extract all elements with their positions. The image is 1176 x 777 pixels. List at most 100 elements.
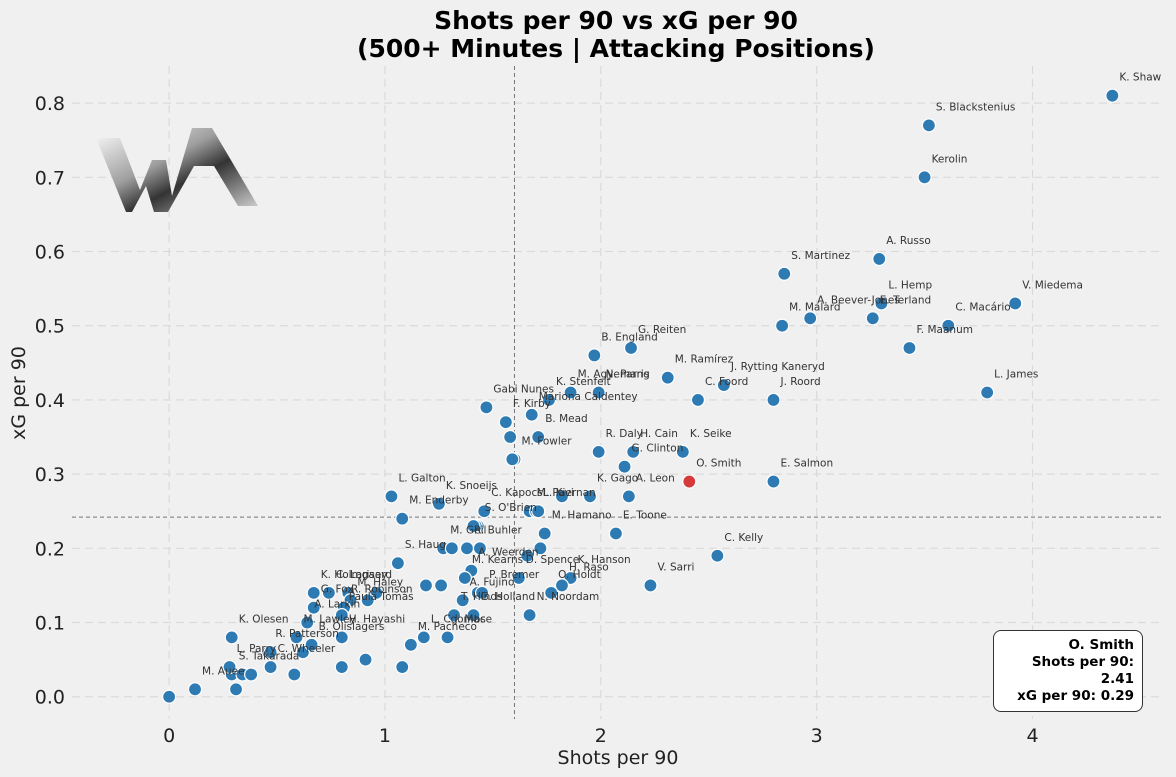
data-point bbox=[472, 541, 488, 556]
data-point bbox=[775, 318, 790, 333]
point-label: L. Hemp bbox=[888, 279, 932, 291]
point-label: C. Wheeler bbox=[278, 643, 336, 655]
data-point bbox=[334, 608, 349, 623]
point-labels: K. Shaw S. Blackstenius Kerolin A. Russo S. … bbox=[202, 72, 1162, 678]
data-point bbox=[459, 541, 475, 556]
y-tick-label: 0.6 bbox=[35, 242, 65, 264]
data-point bbox=[522, 608, 537, 623]
point-label: C. Macário bbox=[955, 302, 1010, 314]
point-label: C. Kelly bbox=[724, 532, 763, 544]
data-point bbox=[466, 518, 481, 534]
data-point bbox=[617, 459, 632, 474]
point-label: G. Clinton bbox=[632, 443, 684, 455]
point-label: G. Fox bbox=[321, 584, 354, 596]
data-point bbox=[1105, 88, 1120, 103]
y-tick-label: 0.1 bbox=[35, 613, 65, 635]
data-point bbox=[675, 444, 690, 459]
data-point bbox=[187, 682, 203, 697]
data-point bbox=[563, 385, 578, 400]
point-label: K. Stenfelt bbox=[556, 376, 611, 388]
data-point bbox=[479, 400, 494, 415]
point-label: C. Larisey bbox=[336, 569, 388, 581]
point-label: K. Gago bbox=[597, 472, 638, 484]
point-label: G. Reiten bbox=[638, 324, 686, 336]
data-point bbox=[300, 615, 315, 630]
data-point bbox=[360, 593, 375, 608]
point-label: S. Takarada bbox=[239, 650, 300, 662]
data-point bbox=[477, 504, 492, 519]
data-point bbox=[457, 570, 472, 586]
point-label: M. Enderby bbox=[409, 495, 468, 507]
point-label: O. Smith bbox=[696, 458, 741, 470]
data-point bbox=[511, 570, 526, 586]
data-point bbox=[980, 385, 995, 400]
point-label: R. Patterson bbox=[275, 628, 338, 640]
point-label: B. Mead bbox=[545, 413, 588, 425]
point-label: D. Spence bbox=[526, 554, 579, 566]
point-label: S. O'Brien bbox=[485, 502, 537, 514]
point-label: R. Daly bbox=[606, 428, 643, 440]
point-label: A. Leon bbox=[636, 472, 675, 484]
data-point bbox=[582, 489, 598, 504]
data-point bbox=[777, 266, 792, 281]
data-point bbox=[433, 578, 449, 593]
data-point bbox=[244, 667, 259, 682]
data-point bbox=[941, 318, 956, 333]
data-point bbox=[917, 170, 932, 185]
data-point bbox=[289, 630, 304, 645]
point-label: B. Olislagers bbox=[319, 621, 385, 633]
data-point bbox=[716, 377, 731, 393]
x-tick-label: 0 bbox=[163, 725, 175, 747]
x-tick-label: 4 bbox=[1026, 725, 1038, 747]
data-point bbox=[660, 370, 675, 385]
data-point bbox=[766, 474, 781, 489]
data-point bbox=[416, 630, 431, 645]
point-label: M. Fowler bbox=[521, 435, 572, 447]
point-label: M. Kearns bbox=[472, 554, 523, 566]
data-point bbox=[384, 489, 399, 504]
point-label: E. Salmon bbox=[780, 458, 833, 470]
data-point bbox=[591, 444, 606, 459]
data-point bbox=[1008, 296, 1023, 311]
point-label: C. Kapocs bbox=[491, 487, 542, 499]
point-label: Mariona Caldentey bbox=[539, 391, 638, 403]
y-tick-label: 0.0 bbox=[35, 687, 65, 709]
data-point bbox=[334, 630, 349, 645]
mean-reference-lines bbox=[72, 66, 1162, 719]
data-point bbox=[455, 593, 470, 608]
point-label: K. Seike bbox=[690, 428, 732, 440]
point-label: L. Coombs bbox=[431, 613, 486, 625]
x-tick-label: 1 bbox=[379, 725, 391, 747]
data-point bbox=[541, 392, 557, 408]
highlight-point bbox=[682, 474, 697, 489]
data-point bbox=[690, 392, 706, 408]
point-label: F. Maanum bbox=[916, 324, 973, 336]
data-point bbox=[390, 556, 406, 571]
info-player-name: O. Smith bbox=[1068, 637, 1135, 653]
x-tick-label: 3 bbox=[811, 725, 823, 747]
data-point bbox=[503, 429, 518, 445]
highlight-info-box: O. Smith Shots per 90: 2.41 xG per 90: 0… bbox=[993, 630, 1143, 712]
y-tick-label: 0.7 bbox=[35, 167, 65, 189]
chart-title-line-2: (500+ Minutes | Attacking Positions) bbox=[357, 34, 875, 63]
data-point bbox=[531, 429, 546, 445]
chart-title-line-1: Shots per 90 vs xG per 90 bbox=[434, 6, 798, 35]
data-point bbox=[623, 340, 639, 356]
data-points bbox=[162, 88, 1120, 704]
x-tick-label: 2 bbox=[595, 725, 607, 747]
point-label: Gabi Nunes bbox=[493, 383, 554, 395]
info-xg: xG per 90: 0.29 bbox=[1017, 688, 1134, 704]
point-label: A. Fujino bbox=[470, 576, 515, 588]
point-label: E. Toone bbox=[623, 509, 667, 521]
data-point bbox=[263, 659, 278, 675]
data-point bbox=[287, 667, 302, 682]
data-point bbox=[587, 348, 602, 363]
data-point bbox=[304, 637, 319, 652]
point-label: F. Kirby bbox=[513, 398, 551, 410]
point-label: L. Galton bbox=[398, 472, 445, 484]
data-point bbox=[446, 608, 462, 623]
point-label: L. Parry bbox=[237, 643, 276, 655]
data-point bbox=[431, 496, 447, 511]
data-point bbox=[766, 392, 781, 408]
